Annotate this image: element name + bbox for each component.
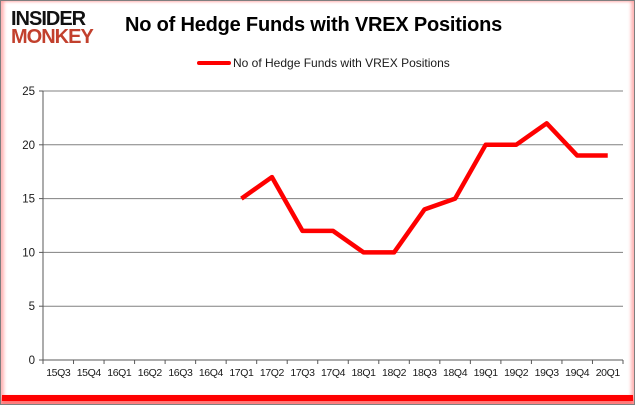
- x-axis-label: 19Q4: [565, 367, 590, 379]
- x-axis-label: 18Q4: [443, 367, 468, 379]
- x-axis-label: 17Q2: [260, 367, 285, 379]
- logo-line2: MONKEY: [11, 26, 94, 49]
- series-line: [240, 121, 608, 255]
- x-axis-label: 17Q1: [229, 367, 254, 379]
- x-axis-label: 20Q1: [596, 367, 621, 379]
- x-axis-label: 16Q1: [107, 367, 132, 379]
- x-axis-label: 16Q2: [138, 367, 163, 379]
- y-axis-label: 10: [22, 247, 35, 259]
- x-axis-label: 17Q4: [321, 367, 346, 379]
- x-axis-label: 15Q4: [77, 367, 102, 379]
- x-axis-label: 18Q3: [413, 367, 438, 379]
- y-axis-label: 25: [22, 86, 35, 98]
- legend: No of Hedge Funds with VREX Positions: [197, 56, 450, 70]
- page-title: No of Hedge Funds with VREX Positions: [125, 14, 503, 36]
- logo-line1: INSIDER: [11, 8, 86, 30]
- insider-monkey-logo: INSIDER MONKEY: [11, 8, 94, 49]
- x-axis-label: 19Q2: [504, 367, 529, 379]
- bottom-accent-bar: [2, 395, 633, 401]
- y-axis-label: 5: [29, 301, 35, 313]
- legend-line-swatch: [197, 61, 231, 65]
- x-axis-label: 19Q3: [535, 367, 560, 379]
- x-axis-label: 16Q4: [199, 367, 224, 379]
- x-axis-label: 18Q2: [382, 367, 407, 379]
- x-axis-label: 17Q3: [290, 367, 315, 379]
- x-axis-label: 19Q1: [474, 367, 499, 379]
- x-axis-label: 18Q1: [351, 367, 376, 379]
- x-axis-label: 16Q3: [168, 367, 193, 379]
- y-axis-label: 0: [29, 355, 35, 367]
- y-axis-label: 15: [22, 194, 35, 206]
- x-axis-label: 15Q3: [46, 367, 71, 379]
- legend-label: No of Hedge Funds with VREX Positions: [233, 56, 450, 70]
- y-axis-label: 20: [22, 140, 35, 152]
